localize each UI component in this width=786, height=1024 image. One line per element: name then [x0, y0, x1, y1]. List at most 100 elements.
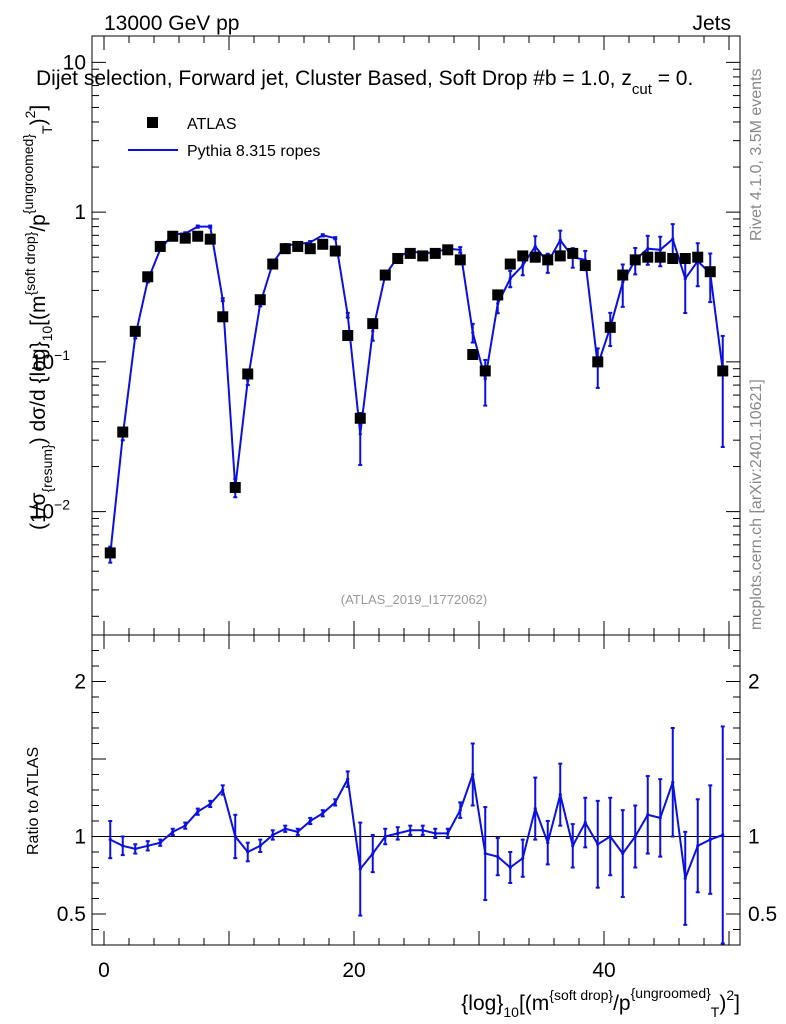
ratio-point — [333, 800, 337, 805]
data-point — [442, 244, 454, 256]
ratio-y-axis: 0.5 0.5 1 1 2 2 — [57, 634, 777, 930]
ratio-point — [596, 842, 600, 846]
data-point — [492, 289, 504, 301]
ratio-line — [109, 774, 724, 879]
mc-point — [346, 313, 350, 317]
x-axis: 0 20 40 — [98, 36, 730, 982]
data-point — [542, 254, 554, 266]
ratio-y-tick-label: 1 — [74, 826, 86, 849]
main-y-tick-exponent: −2 — [54, 497, 70, 513]
mc-point — [658, 248, 662, 252]
data-point — [329, 245, 341, 257]
data-point — [342, 330, 354, 341]
mc-point — [358, 432, 362, 436]
ratio-point — [558, 793, 562, 797]
ratio-panel-frame — [91, 634, 741, 946]
mc-point — [371, 329, 375, 333]
ratio-point — [183, 824, 187, 828]
data-point — [367, 318, 379, 330]
x-tick-label: 0 — [98, 959, 110, 982]
data-point — [179, 232, 191, 244]
data-point — [404, 247, 416, 259]
ratio-point — [521, 856, 525, 860]
mc-point — [458, 248, 462, 252]
ratio-point — [546, 841, 550, 845]
mc-point — [321, 233, 325, 237]
ratio-point — [146, 844, 150, 848]
ratio-point — [396, 831, 400, 836]
ratio-point — [233, 834, 237, 839]
main-data-series — [104, 230, 729, 559]
ratio-point — [221, 788, 225, 792]
data-point — [579, 260, 591, 272]
ratio-point — [208, 802, 212, 806]
data-point — [242, 368, 254, 380]
ratio-point — [608, 834, 612, 839]
main-y-tick-label: 1 — [74, 201, 86, 224]
mc-point — [558, 238, 562, 242]
ratio-point — [271, 833, 275, 837]
data-point — [479, 365, 491, 377]
mc-point — [208, 225, 212, 229]
energy-label: 13000 GeV pp — [104, 12, 239, 35]
data-point — [142, 271, 154, 283]
ratio-point — [458, 808, 462, 812]
ratio-point — [321, 811, 325, 815]
ratio-point — [646, 813, 650, 817]
data-point — [204, 233, 216, 245]
data-point — [667, 253, 679, 265]
data-point — [354, 412, 366, 424]
mc-point — [471, 330, 475, 335]
data-point — [467, 348, 479, 360]
ratio-point — [283, 827, 287, 831]
data-point — [304, 243, 316, 255]
data-point — [217, 311, 229, 323]
data-point — [504, 258, 516, 270]
ratio-point — [483, 851, 487, 856]
data-point — [654, 251, 666, 263]
data-point — [379, 269, 391, 281]
ratio-point — [246, 850, 250, 854]
mc-point — [683, 276, 687, 281]
data-point — [629, 254, 641, 266]
ratio-point — [371, 851, 375, 856]
mc-point — [308, 240, 312, 244]
mc-point — [333, 236, 337, 240]
ratio-point — [721, 833, 725, 837]
rivet-label: Rivet 4.1.0, 3.5M events — [748, 68, 765, 241]
ratio-point — [433, 831, 437, 836]
data-point — [292, 240, 304, 252]
x-axis-title: {log}10[(m{soft drop}/p{ungroomed}T)2] — [461, 985, 740, 1020]
data-point — [417, 250, 429, 262]
ratio-y-tick-label-right: 2 — [748, 671, 760, 694]
mc-point — [196, 225, 200, 229]
mc-point — [483, 377, 487, 381]
data-point — [704, 266, 716, 278]
mc-line — [109, 225, 724, 555]
data-point — [642, 251, 654, 263]
main-mc-series — [108, 223, 725, 564]
data-point — [392, 253, 404, 265]
ratio-point — [508, 865, 512, 870]
ratio-point — [658, 816, 662, 820]
ratio-point — [471, 772, 475, 777]
ratio-point — [358, 867, 362, 871]
ratio-point — [633, 834, 637, 839]
mc-point — [621, 280, 625, 284]
data-point — [229, 481, 241, 493]
ratio-point — [408, 828, 412, 832]
mc-point — [246, 378, 250, 383]
data-point — [167, 230, 179, 242]
ratio-y-tick-label: 2 — [74, 671, 86, 694]
analysis-watermark: (ATLAS_2019_I1772062) — [341, 592, 487, 607]
data-point — [254, 294, 266, 306]
data-point — [517, 250, 529, 262]
ratio-y-tick-label-right: 0.5 — [748, 903, 777, 926]
x-tick-label: 20 — [342, 959, 365, 982]
ratio-y-tick-label-right: 1 — [748, 826, 760, 849]
data-point — [692, 251, 704, 263]
ratio-point — [696, 844, 700, 848]
mcplots-label: mcplots.cern.ch [arXiv:2401.10621] — [748, 379, 765, 630]
